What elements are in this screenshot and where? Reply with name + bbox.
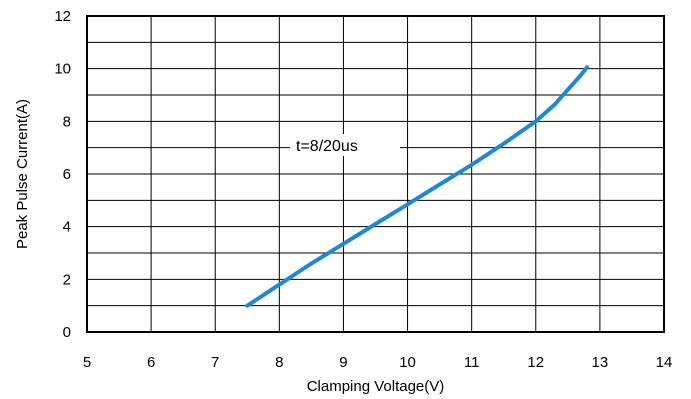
plot-frame xyxy=(86,15,665,333)
x-tick-labels: 5 6 7 8 9 10 11 12 13 14 xyxy=(83,354,673,371)
x-tick-label: 8 xyxy=(275,354,283,371)
x-tick-label: 6 xyxy=(147,354,155,371)
annotation-label: t=8/20us xyxy=(296,138,358,155)
y-tick-label: 4 xyxy=(63,219,71,236)
annotation-background xyxy=(290,134,400,156)
y-tick-labels: 0 2 4 6 8 10 12 xyxy=(54,8,71,341)
y-axis-title: Peak Pulse Current(A) xyxy=(14,99,31,249)
y-tick-label: 10 xyxy=(54,61,71,78)
y-tick-label: 8 xyxy=(63,113,71,130)
x-tick-label: 7 xyxy=(211,354,219,371)
annotation: t=8/20us xyxy=(290,134,400,156)
x-axis-title: Clamping Voltage(V) xyxy=(307,378,445,395)
y-tick-label: 2 xyxy=(63,271,71,288)
grid xyxy=(87,16,664,332)
series-layer xyxy=(245,65,590,308)
x-tick-label: 9 xyxy=(339,354,347,371)
series-line xyxy=(245,65,590,308)
x-tick-label: 13 xyxy=(592,354,609,371)
y-tick-label: 12 xyxy=(54,8,71,25)
x-tick-label: 12 xyxy=(527,354,544,371)
x-tick-label: 14 xyxy=(656,354,673,371)
x-tick-label: 10 xyxy=(399,354,416,371)
y-tick-label: 0 xyxy=(63,324,71,341)
y-tick-label: 6 xyxy=(63,166,71,183)
x-tick-label: 5 xyxy=(83,354,91,371)
x-tick-label: 11 xyxy=(464,354,480,371)
